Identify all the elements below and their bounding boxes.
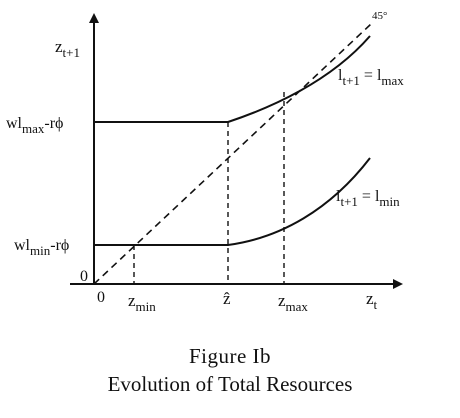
label-lmin: lt+1 = lmin bbox=[336, 188, 400, 209]
xtick-zmin: zmin bbox=[128, 291, 156, 314]
figure-number: Figure Ib bbox=[188, 344, 272, 368]
diagonal-45-line bbox=[93, 23, 372, 285]
xtick-zhat: ẑ bbox=[223, 289, 231, 308]
curve-lmin bbox=[94, 157, 371, 246]
ytick-wlmin: wlmin-rϕ bbox=[14, 237, 69, 258]
diagonal-45-label: 45° bbox=[372, 10, 387, 22]
origin-y-label: 0 bbox=[80, 268, 88, 285]
label-lmax: lt+1 = lmax bbox=[338, 67, 404, 88]
ytick-wlmax: wlmax-rϕ bbox=[6, 115, 63, 136]
xtick-zmax: zmax bbox=[278, 291, 308, 314]
x-axis-label: zt bbox=[366, 289, 378, 312]
curve-lmax bbox=[94, 35, 371, 123]
origin-x-label: 0 bbox=[97, 289, 105, 306]
y-axis-label: zt+1 bbox=[55, 37, 80, 60]
figure-title: Evolution of Total Resources bbox=[107, 372, 353, 396]
